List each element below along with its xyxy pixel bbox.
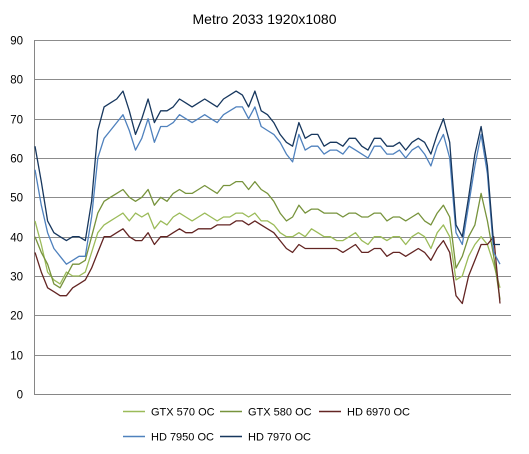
series-lines: [34, 90, 501, 305]
y-tick-label-60: 60: [10, 154, 23, 166]
gridlines: [34, 40, 511, 395]
y-tick-label-10: 10: [10, 351, 23, 363]
axes: 0 10 20 30 40 50 60 70 80 90: [10, 36, 35, 402]
chart-title: Metro 2033 1920x1080: [192, 11, 337, 27]
y-tick-label-30: 30: [10, 272, 23, 284]
series-line-4: [34, 90, 500, 246]
series-line-2: [34, 220, 501, 305]
series-line-3: [34, 106, 501, 265]
y-tick-label-50: 50: [10, 193, 23, 205]
legend-label-0: GTX 570 OC: [151, 407, 215, 419]
series-line-0: [34, 212, 501, 288]
legend: GTX 570 OC GTX 580 OC HD 6970 OC HD 7950 OC…: [123, 407, 410, 444]
legend-label-4: HD 7970 OC: [248, 432, 311, 444]
legend-label-1: GTX 580 OC: [248, 407, 312, 419]
y-tick-label-0: 0: [17, 390, 23, 402]
legend-label-2: HD 6970 OC: [347, 407, 410, 419]
y-tick-label-20: 20: [10, 311, 23, 323]
series-line-1: [34, 180, 501, 300]
y-tick-label-90: 90: [10, 36, 23, 48]
y-tick-label-40: 40: [10, 233, 23, 245]
legend-label-3: HD 7950 OC: [151, 432, 214, 444]
y-tick-label-70: 70: [10, 115, 23, 127]
y-tick-label-80: 80: [10, 75, 23, 87]
